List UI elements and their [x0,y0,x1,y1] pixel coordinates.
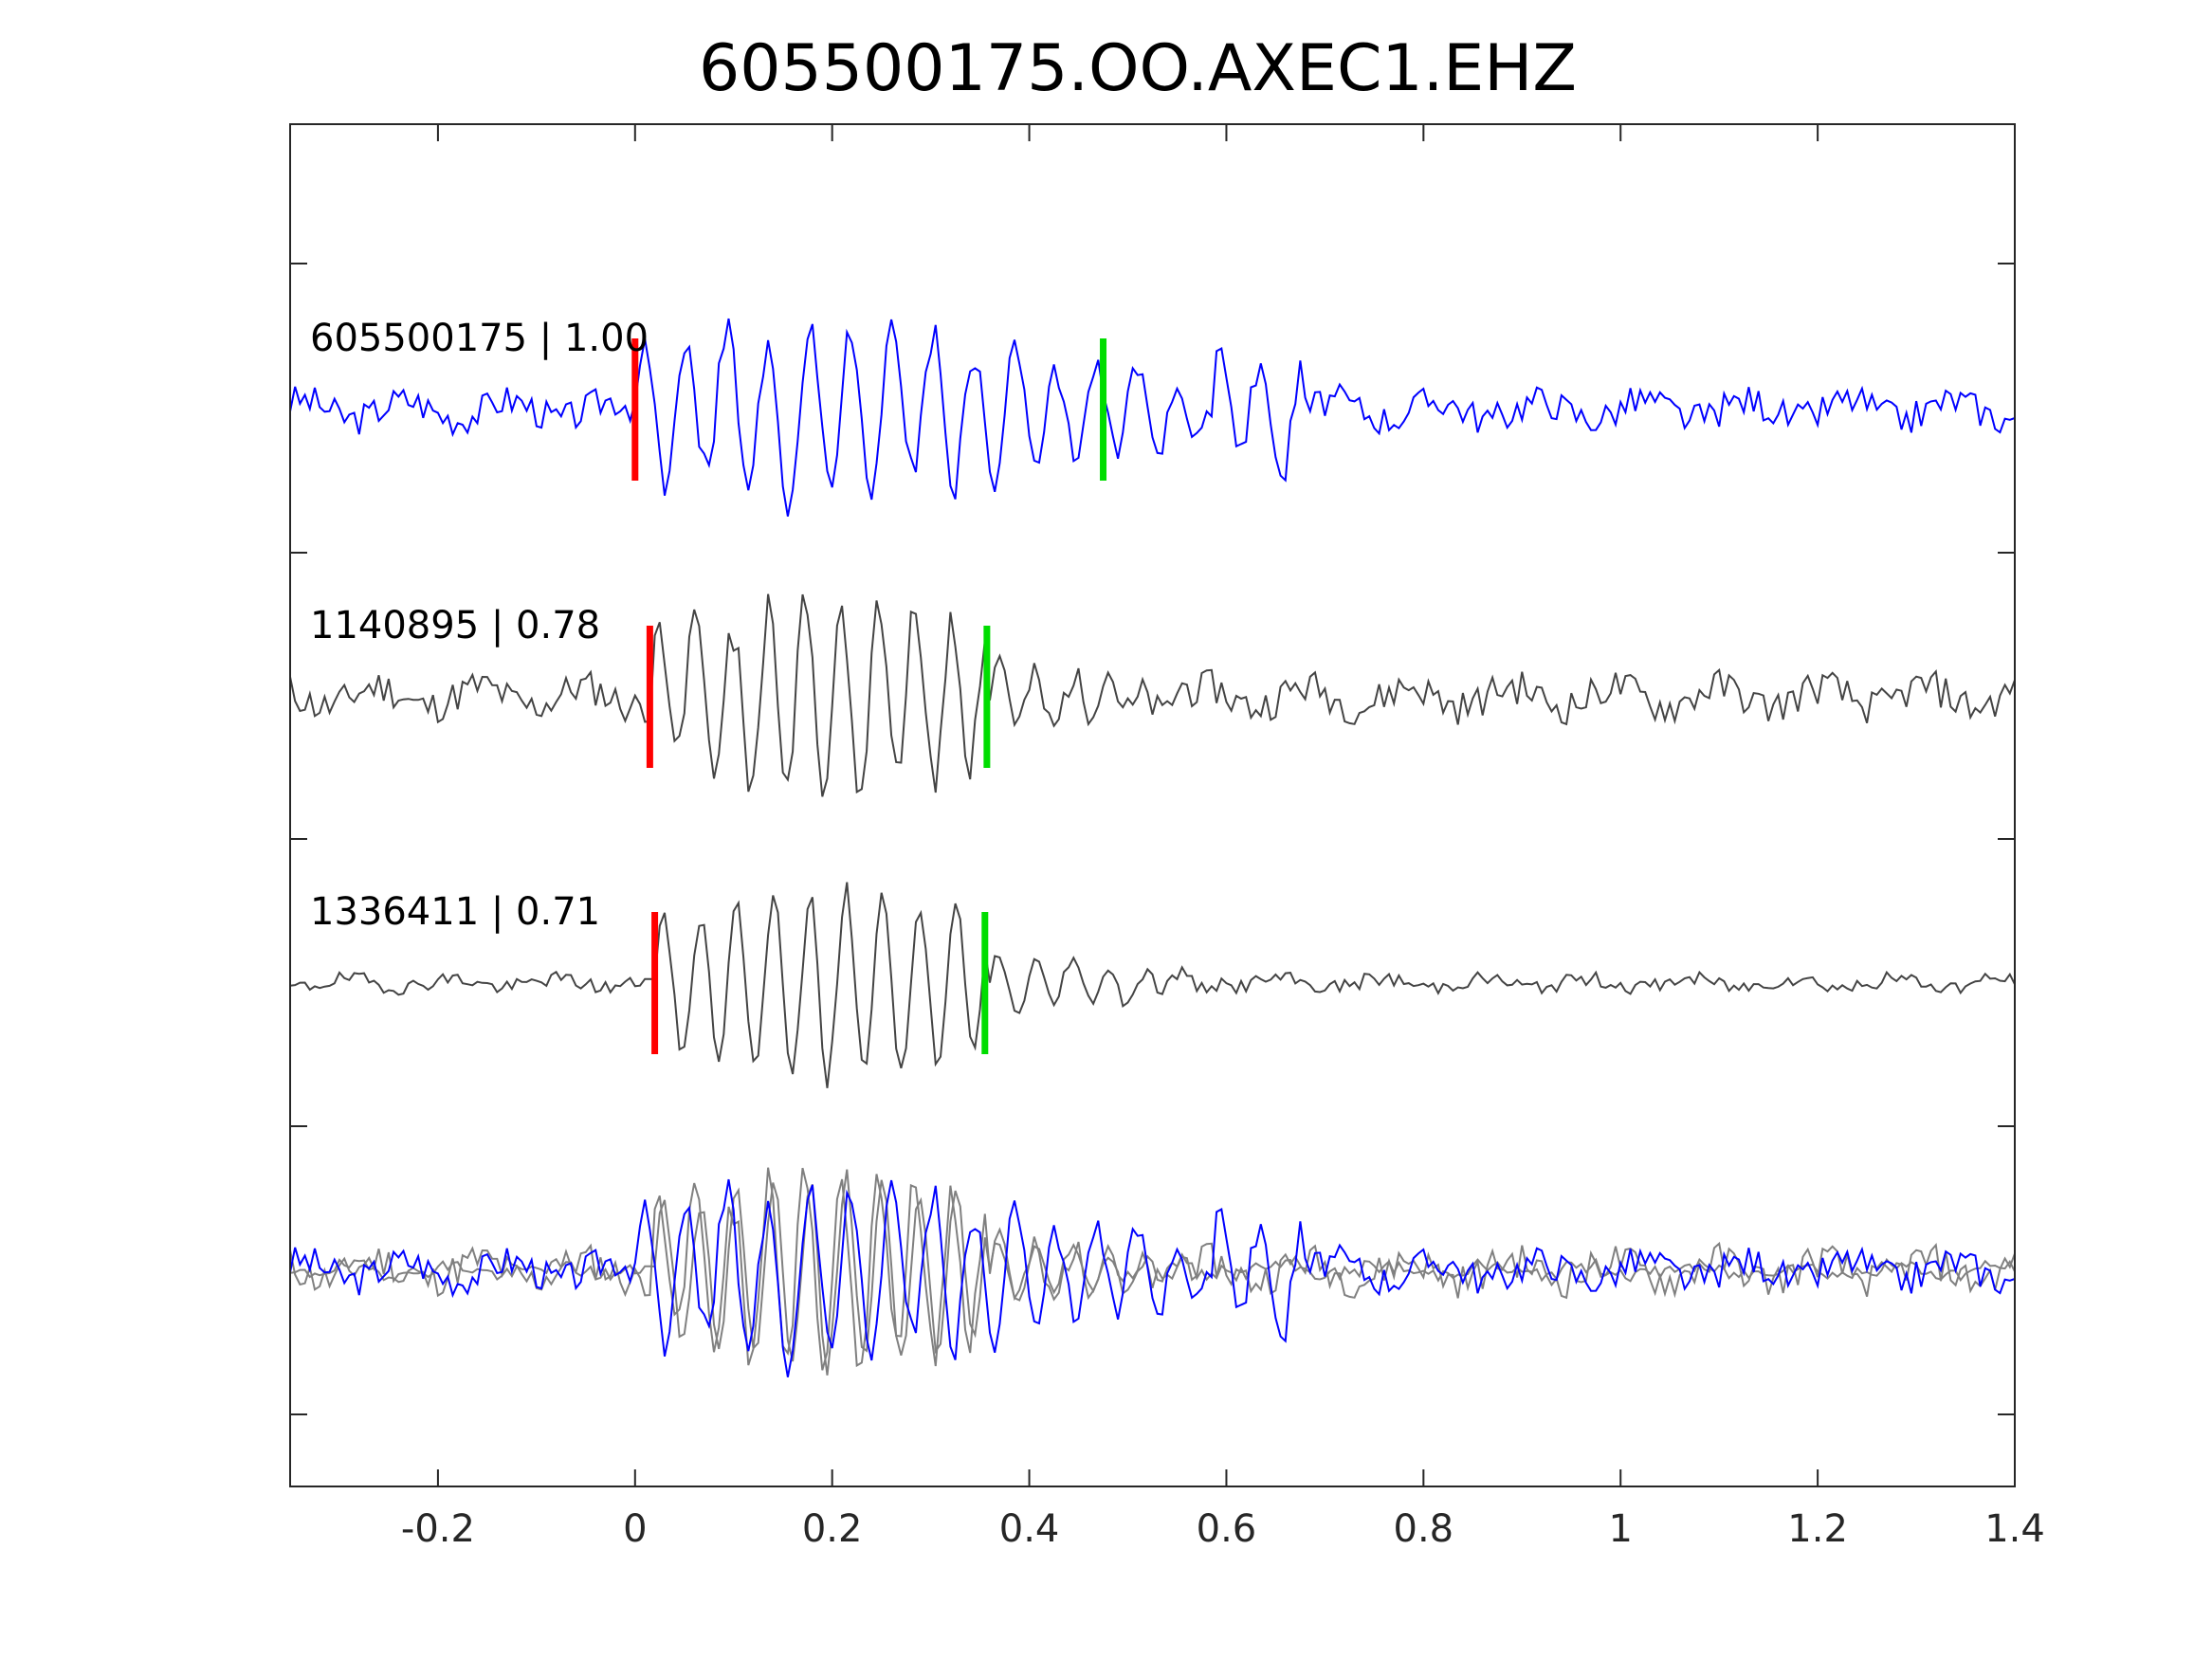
overlay-trace-1140895 [289,1167,2016,1371]
x-tick-label: 1.2 [1787,1507,1848,1551]
trace-label-1336411: 1336411 | 0.71 [310,890,600,934]
plot-area: 605500175 | 1.00 1140895 | 0.78 1336411 | … [289,317,2016,1377]
trace-label-605500175: 605500175 | 1.00 [310,317,649,360]
x-tick-label: 0.4 [999,1507,1060,1551]
x-tick-label: 0.2 [802,1507,863,1551]
x-tick-label: 1.4 [1984,1507,2045,1551]
overlay-trace-1336411 [289,1169,2016,1376]
trace-line-1140895 [289,593,2016,797]
x-tick-label: 0 [623,1507,647,1551]
x-tick-label: -0.2 [401,1507,475,1551]
trace-label-1140895: 1140895 | 0.78 [310,604,600,647]
trace-line-605500175 [289,318,2016,517]
x-tick-label: 0.6 [1197,1507,1257,1551]
axes: -0.2 0 0.2 0.4 0.6 0.8 1 1.2 1.4 [289,123,2045,1551]
trace-line-1336411 [289,882,2016,1088]
overlay-trace-605500175 [289,1178,2016,1377]
chart-title: 605500175.OO.AXEC1.EHZ [699,31,1577,106]
x-tick-label: 1 [1609,1507,1633,1551]
plot-frame [289,123,2016,1487]
x-tick-label: 0.8 [1394,1507,1454,1551]
